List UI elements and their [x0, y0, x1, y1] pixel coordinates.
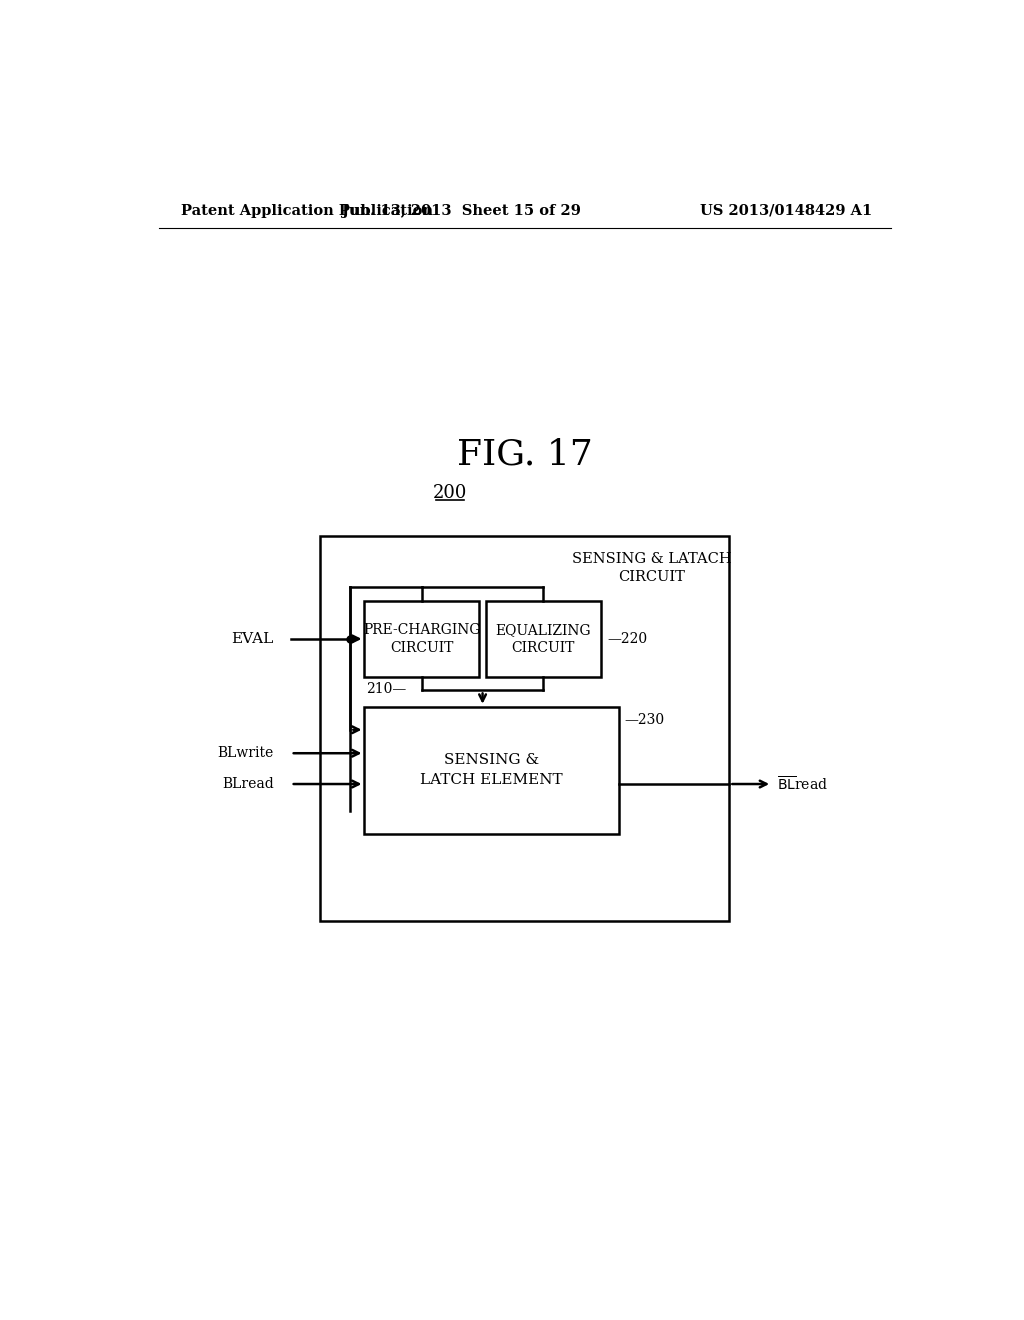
Text: FIG. 17: FIG. 17 — [457, 438, 593, 471]
Text: 210—: 210— — [366, 682, 407, 696]
Text: Patent Application Publication: Patent Application Publication — [180, 203, 433, 218]
Bar — [365, 601, 479, 677]
Bar — [486, 601, 601, 677]
Text: EQUALIZING
CIRCUIT: EQUALIZING CIRCUIT — [496, 623, 591, 655]
Text: —230: —230 — [625, 714, 665, 727]
Text: 200: 200 — [432, 484, 467, 503]
Text: US 2013/0148429 A1: US 2013/0148429 A1 — [699, 203, 872, 218]
Bar — [365, 706, 618, 834]
Text: EVAL: EVAL — [231, 632, 273, 645]
Text: Jun. 13, 2013  Sheet 15 of 29: Jun. 13, 2013 Sheet 15 of 29 — [342, 203, 581, 218]
Text: BLread: BLread — [222, 777, 273, 791]
Text: SENSING & LATACH
CIRCUIT: SENSING & LATACH CIRCUIT — [572, 552, 732, 585]
Bar — [321, 536, 729, 921]
Text: —220: —220 — [607, 632, 647, 645]
Text: SENSING &
LATCH ELEMENT: SENSING & LATCH ELEMENT — [420, 754, 563, 787]
Text: PRE-CHARGING
CIRCUIT: PRE-CHARGING CIRCUIT — [362, 623, 480, 655]
Text: BLwrite: BLwrite — [217, 746, 273, 760]
Text: $\overline{\mathrm{BL}}$read: $\overline{\mathrm{BL}}$read — [776, 775, 827, 793]
